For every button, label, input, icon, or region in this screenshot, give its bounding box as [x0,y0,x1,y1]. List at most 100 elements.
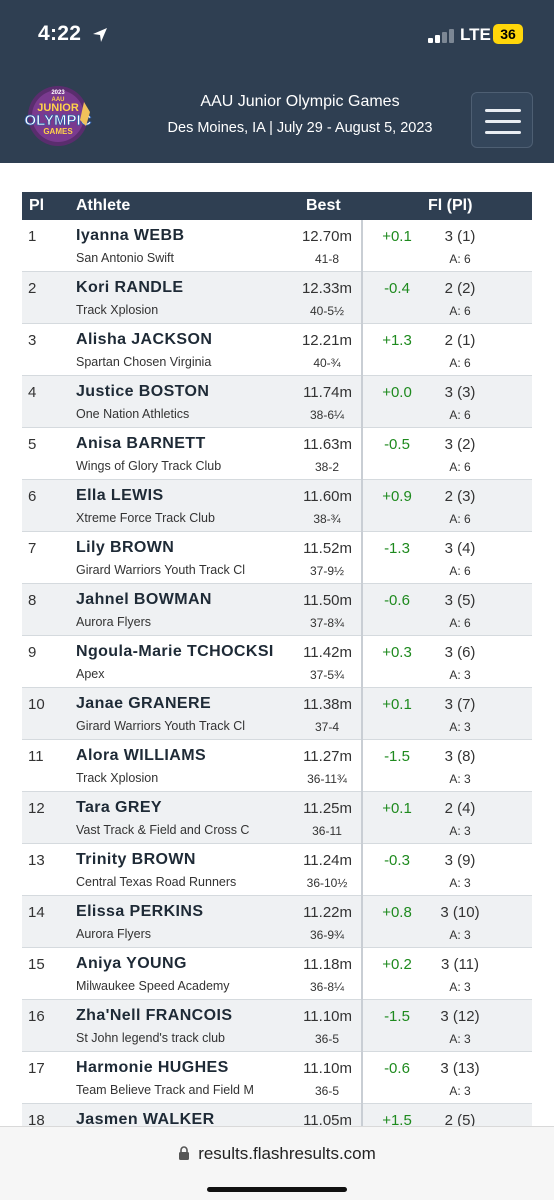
table-row[interactable]: 12 Tara GREY Vast Track & Field and Cross … [22,792,532,844]
row-attempts: A: 3 [449,980,471,994]
status-time: 4:22 [38,22,82,45]
row-wind: +0.1 [382,696,412,713]
row-best-mark: 11.50m [303,592,352,609]
row-flight-place: 3 (13) [440,1060,480,1077]
table-row[interactable]: 5 Anisa BARNETT Wings of Glory Track Club 1… [22,428,532,480]
table-row[interactable]: 3 Alisha JACKSON Spartan Chosen Virginia 12… [22,324,532,376]
column-divider [361,220,363,1130]
row-team: Aurora Flyers [76,927,152,941]
row-imperial-mark: 37-8¾ [309,616,345,630]
row-imperial-mark: 41-8 [314,252,340,266]
row-team: Xtreme Force Track Club [76,511,215,525]
row-wind: +1.3 [382,332,412,349]
row-place: 10 [28,696,45,713]
address-bar[interactable]: results.flashresults.com [0,1144,554,1164]
table-row[interactable]: 4 Justice BOSTON One Nation Athletics 11.74… [22,376,532,428]
row-best-mark: 11.52m [303,540,352,557]
row-team: St John legend's track club [76,1031,225,1045]
row-team: San Antonio Swift [76,251,174,265]
row-best-mark: 11.05m [303,1112,352,1129]
home-indicator[interactable] [207,1187,347,1192]
table-row[interactable]: 9 Ngoula-Marie TCHOCKSI Apex 11.42m 37-5¾ +0.… [22,636,532,688]
row-wind: +0.9 [382,488,412,505]
row-athlete-name: Iyanna WEBB [76,227,185,244]
table-row[interactable]: 13 Trinity BROWN Central Texas Road Runner… [22,844,532,896]
table-row[interactable]: 6 Ella LEWIS Xtreme Force Track Club 11.60m… [22,480,532,532]
row-flight-place: 2 (4) [444,800,476,817]
row-wind: +0.8 [382,904,412,921]
table-row[interactable]: 17 Harmonie HUGHES Team Believe Track and … [22,1052,532,1104]
row-wind: +0.1 [382,800,412,817]
table-row[interactable]: 16 Zha'Nell FRANCOIS St John legend's trac… [22,1000,532,1052]
row-place: 1 [28,228,37,245]
event-dates-location: Des Moines, IA | July 29 - August 5, 202… [167,120,433,136]
row-place: 4 [28,384,37,401]
row-imperial-mark: 36-11 [312,824,342,838]
row-athlete-name: Jahnel BOWMAN [76,591,212,608]
row-attempts: A: 6 [449,356,471,370]
browser-bottom-bar: results.flashresults.com [0,1126,554,1200]
row-best-mark: 12.70m [301,228,352,245]
header-athlete: Athlete [76,197,131,214]
table-row[interactable]: 14 Elissa PERKINS Aurora Flyers 11.22m 36-9¾… [22,896,532,948]
svg-text:OLYMPIC: OLYMPIC [25,112,92,129]
row-imperial-mark: 36-10½ [306,876,348,890]
row-best-mark: 12.33m [301,280,352,297]
table-row[interactable]: 15 Aniya YOUNG Milwaukee Speed Academy 11.1… [22,948,532,1000]
row-athlete-name: Ella LEWIS [76,487,164,504]
table-row[interactable]: 11 Alora WILLIAMS Track Xplosion 11.27m 36-1… [22,740,532,792]
svg-text:AAU: AAU [52,97,65,103]
row-attempts: A: 3 [449,1032,471,1046]
row-place: 14 [28,904,45,921]
row-attempts: A: 6 [449,616,471,630]
row-attempts: A: 3 [449,876,471,890]
row-team: One Nation Athletics [76,407,190,421]
svg-text:JUNIOR: JUNIOR [37,102,79,114]
row-athlete-name: Ngoula-Marie TCHOCKSI [76,643,274,660]
table-row[interactable]: 18 Jasmen WALKER 11.05m +1.5 2 (5) [22,1104,532,1130]
row-best-mark: 11.22m [303,904,352,921]
row-athlete-name: Trinity BROWN [76,851,196,868]
row-best-mark: 11.42m [303,644,352,661]
row-imperial-mark: 37-5¾ [309,668,345,682]
row-place: 16 [28,1008,45,1025]
app-header: 4:22 LTE 36 2023 AAU JUNIOR OLYMPIC GAME… [0,0,554,163]
row-place: 17 [28,1060,45,1077]
aau-junior-olympics-logo[interactable]: 2023 AAU JUNIOR OLYMPIC GAMES [22,82,98,150]
row-place: 9 [28,644,37,661]
row-team: Girard Warriors Youth Track Cl [76,563,246,577]
hamburger-menu-button[interactable] [471,92,533,148]
svg-text:2023: 2023 [51,90,65,96]
battery-icon: 36 [493,24,523,44]
row-athlete-name: Tara GREY [76,799,162,816]
row-flight-place: 3 (3) [444,384,476,401]
row-wind: +1.5 [382,1112,412,1129]
row-imperial-mark: 38-2 [314,460,340,474]
row-wind: +0.3 [382,644,412,661]
row-team: Aurora Flyers [76,615,152,629]
row-best-mark: 11.27m [303,748,352,765]
row-athlete-name: Aniya YOUNG [76,955,187,972]
row-attempts: A: 6 [449,304,471,318]
row-best-mark: 11.38m [303,696,352,713]
row-flight-place: 3 (9) [444,852,476,869]
row-place: 12 [28,800,45,817]
event-title: AAU Junior Olympic Games [200,93,400,110]
row-attempts: A: 6 [449,460,471,474]
row-wind: -0.5 [384,436,410,453]
row-best-mark: 11.63m [303,436,352,453]
row-attempts: A: 6 [449,512,471,526]
table-row[interactable]: 1 Iyanna WEBB San Antonio Swift 12.70m 41-8 +… [22,220,532,272]
row-wind: -0.4 [384,280,410,297]
row-place: 18 [28,1112,45,1129]
row-wind: -1.5 [384,1008,410,1025]
table-row[interactable]: 2 Kori RANDLE Track Xplosion 12.33m 40-5½ -0.… [22,272,532,324]
row-imperial-mark: 36-8¼ [309,980,345,994]
row-imperial-mark: 40-¾ [313,356,341,370]
table-row[interactable]: 7 Lily BROWN Girard Warriors Youth Track C… [22,532,532,584]
table-row[interactable]: 8 Jahnel BOWMAN Aurora Flyers 11.50m 37-8¾ -0… [22,584,532,636]
row-flight-place: 2 (3) [444,488,476,505]
row-place: 8 [28,592,37,609]
row-place: 13 [28,852,45,869]
table-row[interactable]: 10 Janae GRANERE Girard Warriors Youth Tra… [22,688,532,740]
